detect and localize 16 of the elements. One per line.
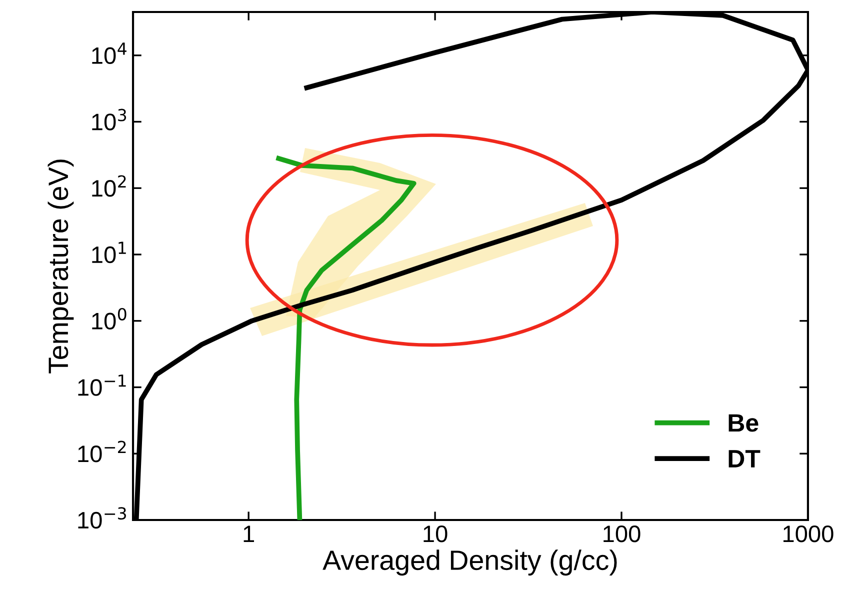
legend-label: DT	[728, 450, 760, 468]
y-tick-label: 10$^{3}$	[92, 108, 126, 130]
y-tick-label: 10$^{4}$	[92, 42, 126, 64]
x-tick-label: 100	[604, 526, 640, 542]
x-tick-label: 1	[244, 526, 254, 542]
x-axis-title: Averaged Density (g/cc)	[322, 550, 617, 576]
x-tick-label: 1000	[784, 526, 834, 542]
y-tick-label: 10$^{−3}$	[78, 507, 126, 529]
y-tick-label: 10$^{1}$	[92, 242, 126, 264]
y-tick-label: 10$^{−1}$	[78, 374, 126, 396]
legend-label: Be	[728, 414, 758, 432]
y-tick-label: 10$^{−2}$	[78, 440, 126, 462]
x-tick-label: 10	[424, 526, 448, 542]
y-tick-label: 10$^{0}$	[92, 308, 126, 330]
y-tick-label: 10$^{2}$	[92, 175, 126, 197]
y-axis-title: Temperature (eV)	[48, 160, 74, 374]
